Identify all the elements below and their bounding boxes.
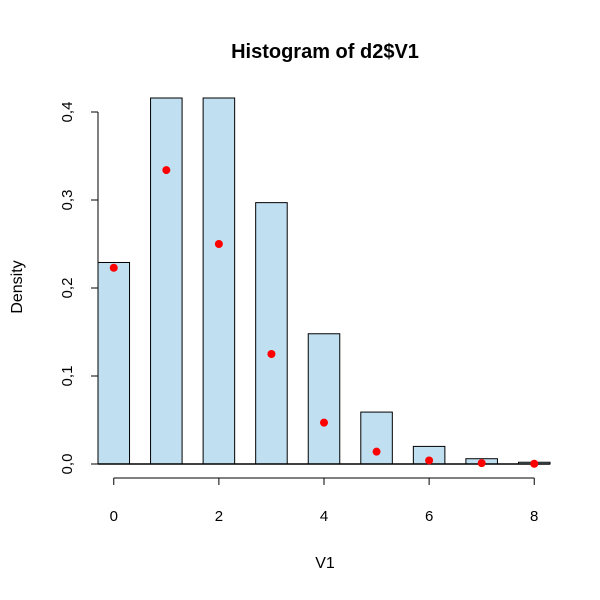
density-point-1 [162,166,171,175]
density-point-0 [109,263,118,272]
x-axis-label: V1 [315,555,335,572]
x-tick-label-0: 0 [110,508,118,525]
x-axis: 0 2 4 6 8 [110,477,538,525]
density-point-2 [214,240,223,248]
density-point-8 [530,459,539,468]
x-tick-label-1: 2 [215,508,223,525]
x-tick-label-3: 6 [425,508,433,525]
bars-layer [97,97,551,465]
density-points-layer [109,166,539,468]
histogram-bar-0 [97,261,131,465]
y-axis-label: Density [9,260,26,313]
histogram-bar-4 [307,333,341,465]
y-tick-label-3: 0,3 [59,190,76,211]
density-point-3 [267,350,276,358]
histogram-bar-5 [360,411,393,465]
density-point-7 [477,459,486,468]
y-axis: 0,0 0,1 0,2 0,3 0,4 [59,102,99,475]
histogram-bar-2 [202,97,236,465]
density-point-6 [425,456,434,465]
x-tick-label-4: 8 [530,508,538,525]
density-point-5 [372,447,381,456]
density-point-4 [320,418,328,427]
x-tick-label-2: 4 [320,508,328,525]
y-tick-label-4: 0,4 [59,102,76,123]
y-tick-label-0: 0,0 [59,454,76,475]
histogram-bar-3 [255,202,288,465]
chart-title: Histogram of d2$V1 [231,41,419,63]
y-tick-label-1: 0,1 [59,366,76,387]
histogram-bar-1 [150,97,183,465]
y-tick-label-2: 0,2 [59,278,76,299]
